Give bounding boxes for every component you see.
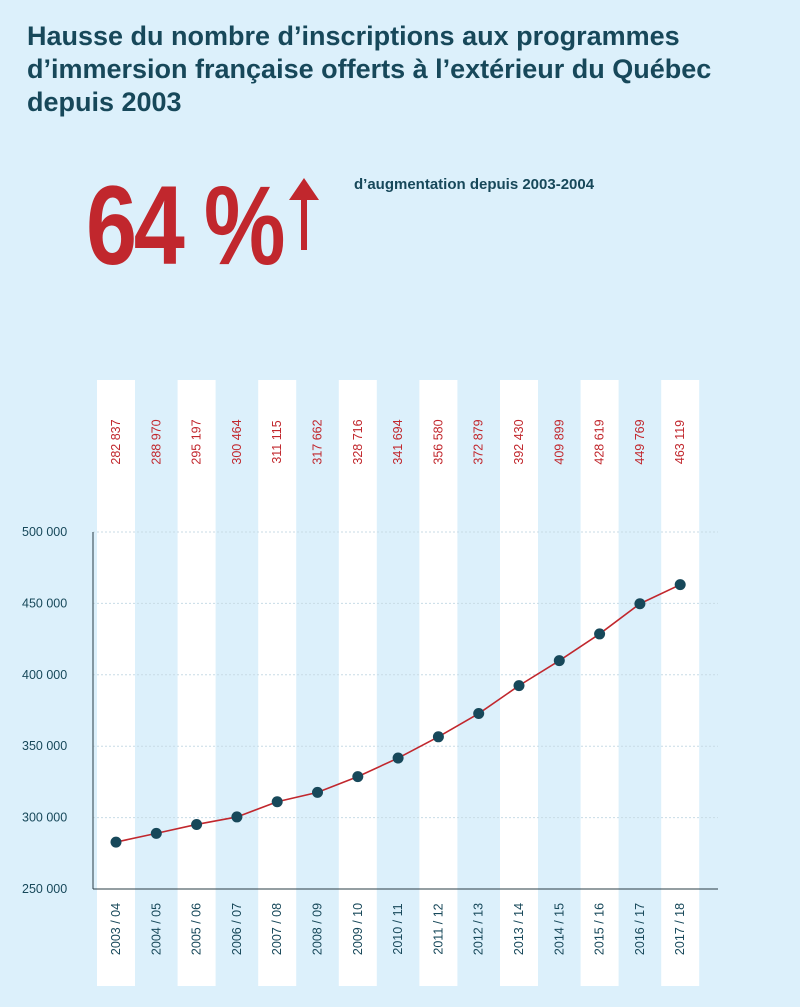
x-tick-label: 2005 / 06	[190, 903, 204, 955]
data-label: 341 694	[391, 419, 405, 464]
x-tick-label: 2003 / 04	[109, 903, 123, 955]
data-label: 317 662	[311, 419, 325, 464]
data-point	[392, 752, 404, 764]
data-point	[231, 811, 243, 823]
category-band	[258, 380, 297, 986]
category-band	[97, 380, 135, 986]
data-point	[110, 836, 122, 848]
data-point	[473, 708, 485, 720]
chart-title: Hausse du nombre d’inscriptions aux prog…	[27, 21, 712, 117]
x-tick-label: 2004 / 05	[149, 903, 163, 955]
x-tick-label: 2008 / 09	[311, 903, 325, 955]
x-tick-label: 2007 / 08	[270, 903, 284, 955]
data-label: 428 619	[593, 419, 607, 464]
y-tick-label: 250 000	[22, 882, 67, 896]
y-tick-label: 300 000	[22, 811, 67, 825]
data-point	[513, 680, 525, 692]
data-label: 356 580	[431, 419, 445, 464]
data-label: 372 879	[472, 419, 486, 464]
category-band	[661, 380, 700, 986]
data-label: 282 837	[109, 419, 123, 464]
data-label: 392 430	[512, 419, 526, 464]
data-point	[352, 771, 364, 783]
data-point	[271, 796, 283, 808]
data-label: 311 115	[270, 420, 284, 463]
y-tick-label: 350 000	[22, 739, 67, 753]
y-tick-label: 500 000	[22, 525, 67, 539]
category-band	[580, 380, 619, 986]
highlight-value: 64 %	[86, 163, 285, 288]
data-point	[312, 786, 323, 798]
x-tick-label: 2017 / 18	[673, 903, 687, 955]
x-tick-label: 2013 / 14	[512, 903, 526, 955]
x-tick-label: 2011 / 12	[431, 903, 445, 954]
x-tick-label: 2010 / 11	[391, 903, 405, 954]
data-point	[150, 827, 162, 839]
data-label: 288 970	[149, 419, 163, 464]
data-point	[634, 598, 646, 610]
data-point	[594, 628, 606, 640]
highlight-caption: d’augmentation depuis 2003-2004	[354, 176, 595, 193]
x-tick-label: 2015 / 16	[593, 903, 607, 955]
data-point	[553, 655, 565, 667]
y-tick-label: 400 000	[22, 668, 67, 682]
x-tick-label: 2014 / 15	[552, 903, 566, 955]
data-label: 328 716	[351, 419, 365, 464]
x-tick-label: 2009 / 10	[351, 903, 365, 955]
x-tick-label: 2016 / 17	[633, 903, 647, 955]
arrow-up-icon	[289, 178, 319, 250]
y-tick-label: 450 000	[22, 596, 67, 610]
data-label: 449 769	[633, 419, 647, 464]
data-label: 409 899	[552, 419, 566, 464]
x-tick-label: 2006 / 07	[230, 903, 244, 955]
category-band	[338, 380, 377, 986]
x-tick-label: 2012 / 13	[472, 903, 486, 955]
data-label: 295 197	[190, 419, 204, 464]
data-point	[674, 579, 686, 591]
data-point	[191, 818, 203, 830]
data-point	[432, 731, 444, 743]
data-label: 300 464	[230, 419, 244, 464]
category-band	[177, 380, 216, 986]
category-band	[419, 380, 458, 986]
data-label: 463 119	[673, 420, 687, 464]
